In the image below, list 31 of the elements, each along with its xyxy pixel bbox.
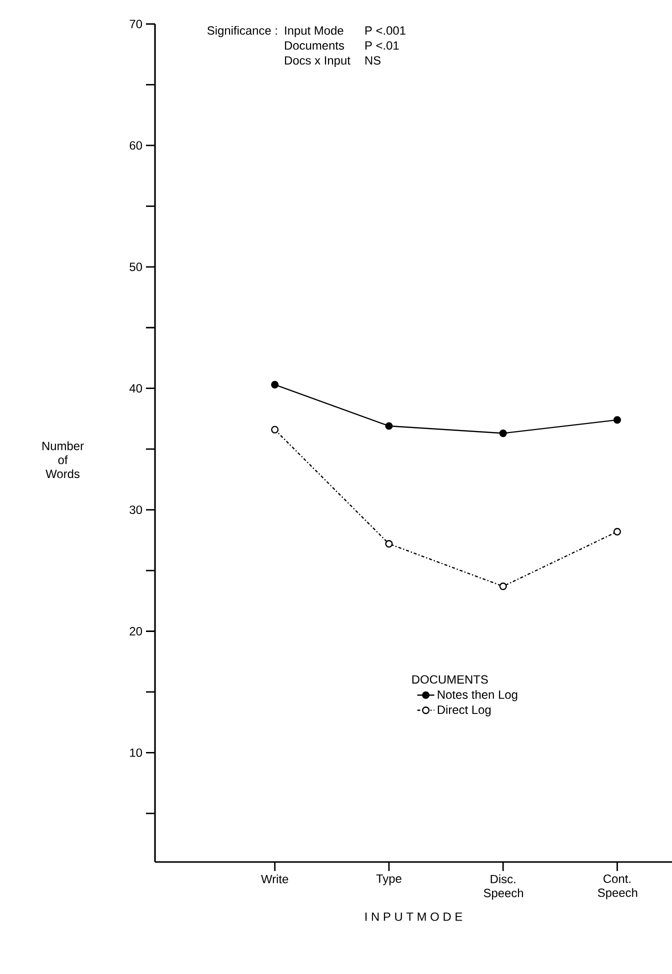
legend-label: Notes then Log <box>438 690 518 702</box>
annotation: Docs x Input <box>284 56 350 68</box>
legend-title: DOCUMENTS <box>412 675 488 684</box>
point <box>271 380 279 388</box>
x-tick-label: Disc. Speech <box>484 874 524 900</box>
y-tick-label: 10 <box>130 748 142 757</box>
x-tick-label: Cont. Speech <box>598 874 638 900</box>
x-tick-label: Write <box>261 874 288 884</box>
legend-label: Direct Log <box>438 705 491 716</box>
x-tick-label: Type <box>376 874 402 886</box>
y-tick-label: 30 <box>130 506 142 514</box>
y-tick-label: 50 <box>130 262 142 272</box>
annotation: NS <box>365 56 381 65</box>
x-axis-title: I N P U T M O D E <box>365 912 462 921</box>
annotation: Documents <box>284 41 344 50</box>
y-tick-label: 40 <box>129 384 142 393</box>
y-axis-title: Number of Words <box>42 441 84 478</box>
y-tick-label: 20 <box>130 627 142 636</box>
point <box>385 540 393 548</box>
annotation: P <.001 <box>365 26 406 35</box>
point <box>271 426 279 434</box>
annotation: P <.01 <box>365 41 399 50</box>
point <box>499 582 507 590</box>
point <box>499 429 507 438</box>
y-tick-label: 60 <box>130 141 142 150</box>
point <box>385 422 393 430</box>
annotation: Input Mode <box>285 26 344 38</box>
point <box>613 528 622 536</box>
y-tick-label: 70 <box>130 20 142 28</box>
point <box>613 416 622 424</box>
annotation: Significance : <box>207 26 277 38</box>
